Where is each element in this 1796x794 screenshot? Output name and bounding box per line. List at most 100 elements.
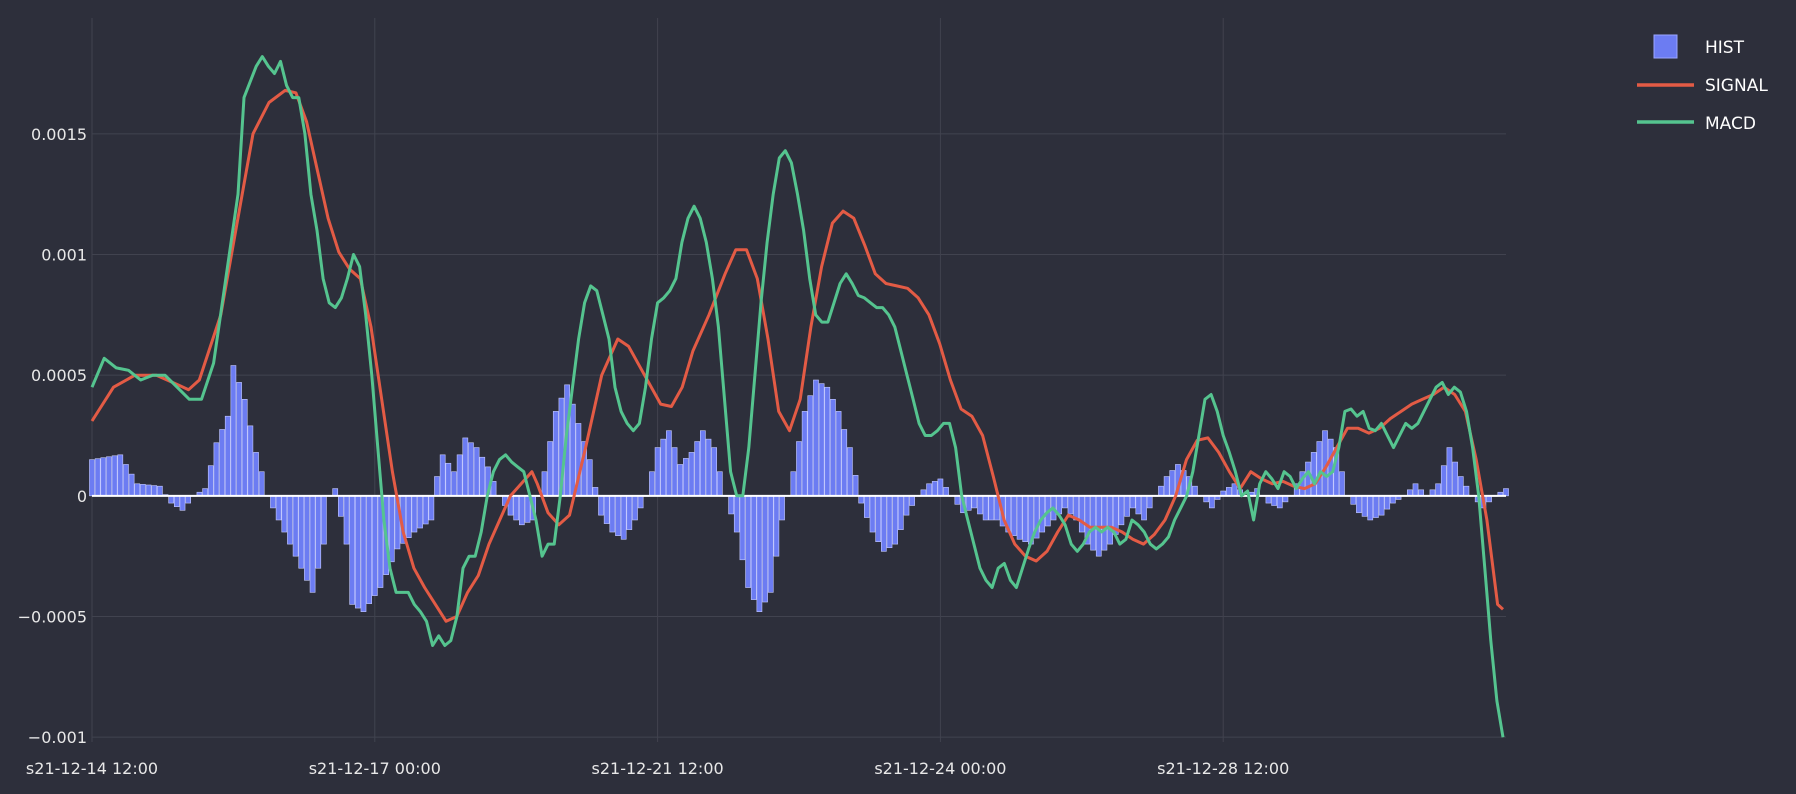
hist-bar [1276,495,1283,509]
hist-bar [1011,495,1017,536]
hist-bar [1356,495,1362,514]
hist-bar [1457,476,1464,497]
hist-bar [598,495,604,516]
hist-bar [258,471,265,497]
hist-bar [1158,485,1164,497]
hist-bar [1503,488,1509,497]
y-tick-label: 0.0005 [31,366,87,385]
hist-bar [660,438,667,497]
hist-bar [1067,495,1074,515]
hist-bar [1163,476,1170,497]
hist-bar [897,495,904,530]
hist-bar [592,487,599,497]
hist-bar [779,495,785,521]
signal-line [90,88,1505,623]
hist-bar [818,383,825,497]
hist-bar [1124,495,1130,517]
hist-bar [1384,495,1391,510]
hist-bar [134,483,141,497]
hist-bar [117,454,124,497]
hist-bar [728,495,734,515]
hist-bar [524,495,531,523]
hist-bar [145,484,152,497]
hist-bar [1061,495,1068,509]
hist-bar [700,430,706,497]
hist-bar [982,495,989,521]
macd-line [90,55,1505,738]
hist-bar [287,495,293,545]
hist-bar [1192,485,1198,497]
hist-bar [711,447,718,497]
hist-bar [965,495,972,511]
hist-bar [253,452,259,497]
line-series [90,55,1505,738]
hist-bar [943,487,949,497]
hist-bar [462,437,469,497]
hist-bar [179,495,186,511]
hist-bar [875,495,882,542]
hist-bar [801,411,808,497]
hist-bar [1135,495,1142,515]
hist-bar [1118,495,1125,526]
hist-bar [739,495,746,561]
hist-bar [1107,495,1113,545]
hist-bar [626,495,633,530]
hist-bar [354,495,361,609]
hist-bar [1361,495,1368,517]
x-tick-label: s21-12-17 00:00 [309,759,441,778]
hist-bar [411,495,418,533]
x-tick-label: s21-12-28 12:00 [1157,759,1289,778]
hist-bar [371,495,378,596]
hist-bar [835,411,842,497]
hist-bar [1367,495,1374,521]
hist-bar [292,495,299,557]
hist-bar [468,442,474,497]
hist-bar [688,452,695,497]
hist-bar [89,459,95,497]
hist-bar [224,415,231,497]
hist-bar [456,454,463,497]
hist-bar [909,495,915,506]
hist-bar [1463,485,1470,497]
hist-bar [677,464,684,497]
hist-bar [1231,483,1238,497]
hist-bar [360,495,367,612]
hist-bar [202,488,208,497]
legend: HIST SIGNAL MACD [1637,34,1768,134]
hist-bar [123,464,129,497]
hist-bar [513,495,520,521]
hist-bar [603,495,610,524]
hist-bar [100,457,107,497]
hist-bar [649,471,655,497]
hist-bar [213,442,220,497]
hist-bar [309,495,316,593]
legend-hist-label: HIST [1705,38,1745,58]
hist-bar [620,495,627,540]
hist-bar [569,403,576,497]
hist-bar [931,481,938,497]
hist-bar [338,495,344,517]
hist-bar [140,484,146,497]
hist-bar [1016,495,1023,540]
hist-bar [1078,495,1085,533]
hist-bar [824,386,831,497]
hist-bar [869,495,876,533]
hist-bar [275,495,282,521]
hist-bar [705,438,712,497]
hist-bar [671,447,678,497]
hist-bar [94,458,101,497]
hist-bar [858,495,865,504]
hist-bar [298,495,305,569]
hist-bar [666,430,672,497]
hist-bar [422,495,429,525]
hist-bar [1022,495,1029,542]
hist-bar [552,411,559,497]
hist-bar [716,471,723,497]
hist-bar [830,399,836,497]
hist-bar [168,495,175,504]
hist-bar [632,495,638,521]
hist-bar [756,495,763,612]
legend-signal-label: SIGNAL [1705,76,1768,96]
hist-bar [1141,495,1147,521]
hist-bar [270,495,276,509]
